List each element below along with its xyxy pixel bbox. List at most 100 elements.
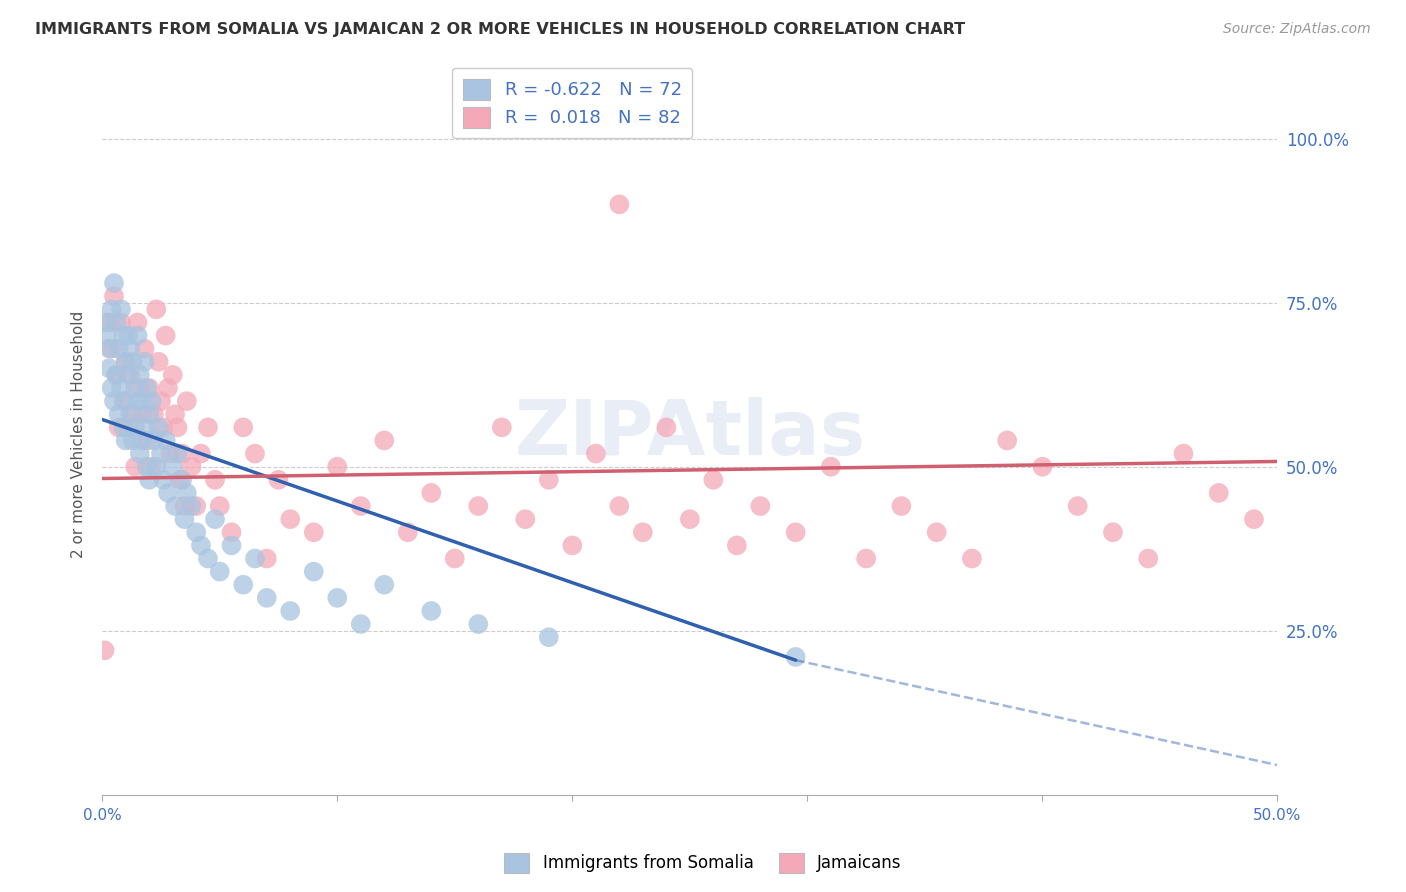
Point [515,512,537,526]
Point [420,604,443,618]
Point [124,381,146,395]
Point [107,407,129,421]
Point [162,368,184,382]
Point [155,434,177,448]
Point [134,342,156,356]
Point [105,315,128,329]
Text: ZIPAtlas: ZIPAtlas [515,397,866,471]
Point [607,197,630,211]
Point [491,420,513,434]
Point [350,617,373,632]
Point [149,394,172,409]
Point [256,591,278,605]
Point [785,649,807,664]
Point [127,394,149,409]
Point [443,551,465,566]
Point [120,342,142,356]
Point [121,434,143,448]
Point [702,473,724,487]
Point [131,407,153,421]
Point [302,525,325,540]
Point [631,525,654,540]
Point [157,381,180,395]
Point [157,486,180,500]
Point [98,315,121,329]
Point [186,499,208,513]
Point [100,381,122,395]
Point [152,473,174,487]
Point [135,459,157,474]
Point [162,459,184,474]
Point [204,473,226,487]
Point [169,473,191,487]
Text: Source: ZipAtlas.com: Source: ZipAtlas.com [1223,22,1371,37]
Point [98,361,121,376]
Point [243,447,266,461]
Point [110,381,132,395]
Point [208,565,231,579]
Point [172,473,194,487]
Point [127,315,149,329]
Point [278,512,301,526]
Point [110,315,132,329]
Point [103,289,125,303]
Legend: R = -0.622   N = 72, R =  0.018   N = 82: R = -0.622 N = 72, R = 0.018 N = 82 [453,68,693,138]
Point [117,420,139,434]
Point [138,407,160,421]
Point [128,447,150,461]
Point [537,473,560,487]
Point [960,551,983,566]
Point [141,459,163,474]
Point [117,368,139,382]
Point [785,525,807,540]
Point [267,473,290,487]
Point [105,368,128,382]
Point [1208,486,1230,500]
Point [96,328,118,343]
Point [1173,447,1195,461]
Point [278,604,301,618]
Point [152,420,174,434]
Point [128,368,150,382]
Point [114,394,136,409]
Point [93,643,115,657]
Point [855,551,877,566]
Point [190,447,212,461]
Point [679,512,702,526]
Point [607,499,630,513]
Point [131,394,153,409]
Point [93,315,115,329]
Point [173,512,195,526]
Point [221,538,243,552]
Point [138,473,160,487]
Point [204,512,226,526]
Point [1031,459,1053,474]
Point [134,420,156,434]
Point [148,355,170,369]
Point [1243,512,1265,526]
Point [166,420,188,434]
Point [145,302,167,317]
Point [165,499,187,513]
Point [128,381,150,395]
Point [197,551,219,566]
Point [114,355,136,369]
Point [925,525,948,540]
Point [166,447,188,461]
Point [890,499,912,513]
Point [114,355,136,369]
Point [120,407,142,421]
Point [373,578,395,592]
Point [134,355,156,369]
Point [585,447,607,461]
Point [142,407,165,421]
Point [121,355,143,369]
Point [103,276,125,290]
Point [105,368,128,382]
Point [172,447,194,461]
Point [467,499,489,513]
Point [110,302,132,317]
Point [467,617,489,632]
Point [232,420,254,434]
Point [145,459,167,474]
